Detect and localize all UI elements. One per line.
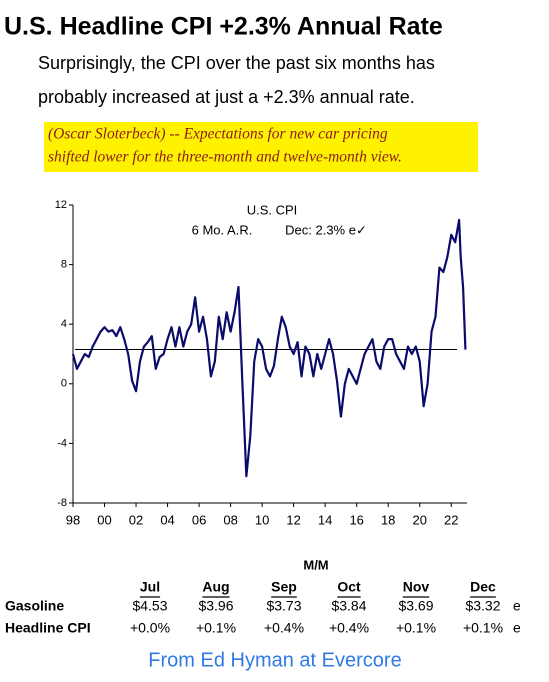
x-tick-label: 04 [160, 512, 174, 527]
row-suffix: e [513, 598, 521, 614]
column-header: Dec [470, 579, 496, 595]
y-tick-label: -8 [57, 497, 67, 509]
annotation: Dec: 2.3% e✓ [285, 222, 367, 237]
subtitle: Surprisingly, the CPI over the past six … [38, 53, 435, 73]
table-cell: +0.1% [463, 620, 503, 636]
table-cell: +0.1% [396, 620, 436, 636]
table-cell: +0.4% [329, 620, 369, 636]
quote: (Oscar Sloterbeck) -- Expectations for n… [48, 126, 388, 143]
table-cell: $3.32 [465, 598, 500, 614]
x-tick-label: 98 [66, 512, 80, 527]
table-cell: +0.4% [264, 620, 304, 636]
row-label: Gasoline [5, 598, 64, 614]
chart-title: U.S. CPI [247, 202, 298, 217]
y-tick-label: 0 [61, 378, 67, 390]
x-tick-label: 02 [129, 512, 143, 527]
row-label: Headline CPI [5, 620, 91, 636]
column-header: Sep [271, 579, 297, 595]
row-suffix: e [513, 620, 521, 636]
annotation: 6 Mo. A.R. [192, 222, 253, 237]
y-tick-label: 8 [61, 259, 67, 271]
column-header: Oct [337, 579, 361, 595]
table-cell: $3.96 [198, 598, 233, 614]
x-tick-label: 14 [318, 512, 332, 527]
x-tick-label: 20 [412, 512, 426, 527]
table-cell: $3.73 [266, 598, 301, 614]
x-tick-label: 00 [97, 512, 111, 527]
cpi-line [71, 218, 467, 478]
x-tick-label: 08 [223, 512, 237, 527]
y-tick-label: 4 [61, 318, 67, 330]
x-tick-label: 10 [255, 512, 269, 527]
y-tick-label: -4 [57, 437, 67, 449]
column-header: Aug [202, 579, 229, 595]
footer: From Ed Hyman at Evercore [148, 649, 401, 671]
subtitle: probably increased at just a +2.3% annua… [38, 87, 415, 107]
quote-highlight [44, 122, 478, 172]
x-tick-label: 06 [192, 512, 206, 527]
x-tick-label: 22 [444, 512, 458, 527]
column-header: Jul [140, 579, 160, 595]
y-tick-label: 12 [55, 199, 67, 211]
table-header: M/M [303, 557, 328, 572]
x-tick-label: 18 [381, 512, 395, 527]
column-header: Nov [403, 579, 430, 595]
table-cell: $3.84 [331, 598, 366, 614]
table-cell: $4.53 [132, 598, 167, 614]
quote: shifted lower for the three-month and tw… [48, 149, 402, 166]
x-tick-label: 16 [349, 512, 363, 527]
table-cell: +0.0% [130, 620, 170, 636]
x-tick-label: 12 [286, 512, 300, 527]
table-cell: $3.69 [398, 598, 433, 614]
title: U.S. Headline CPI +2.3% Annual Rate [4, 13, 443, 41]
table-cell: +0.1% [196, 620, 236, 636]
